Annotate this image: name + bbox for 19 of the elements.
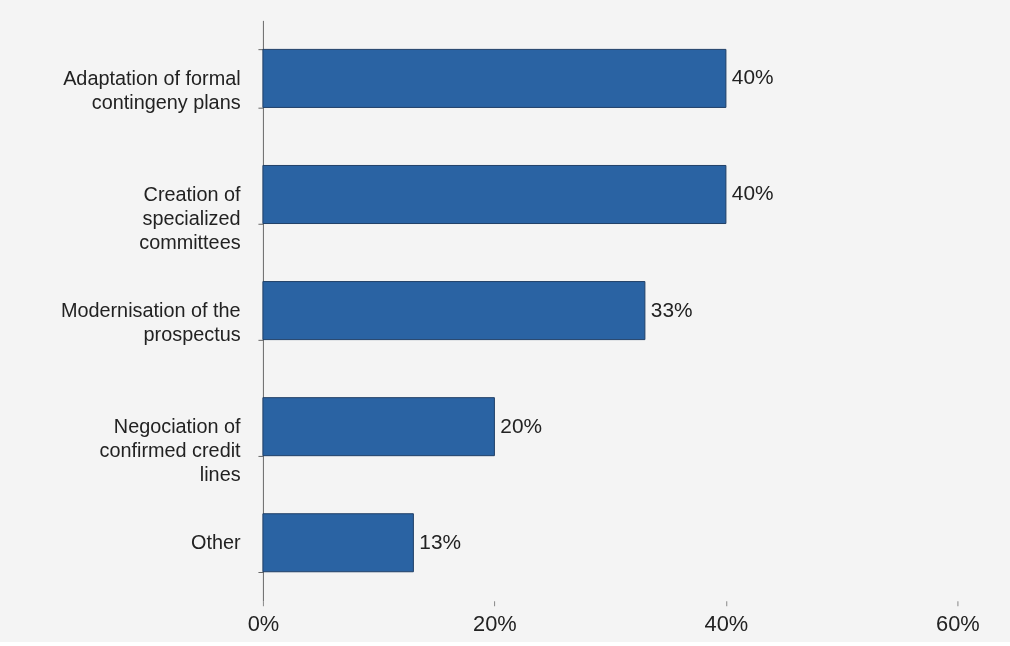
y-tick-label: Negociation of confirmed credit lines [99, 415, 242, 485]
data-label: 40% [731, 65, 774, 89]
x-tick-label: 40% [704, 611, 749, 637]
y-tick-label: Other [191, 531, 241, 554]
data-label: 20% [500, 413, 543, 437]
x-tick-label: 20% [473, 611, 517, 637]
bar [262, 397, 495, 457]
y-tick-label: Modernisation of the prospectus [60, 299, 241, 345]
y-tick-label: Adaptation of formal contingeny plans [63, 66, 241, 113]
bar [262, 513, 414, 573]
x-tick-label: 60% [936, 611, 980, 637]
data-label: 33% [650, 297, 693, 321]
y-tick-label: Creation of specialized committees [139, 182, 242, 253]
bar [262, 281, 646, 341]
data-label: 40% [731, 181, 774, 205]
bar [262, 48, 727, 108]
data-label: 13% [419, 529, 462, 553]
bar [262, 164, 727, 225]
x-tick-label: 0% [247, 611, 280, 637]
